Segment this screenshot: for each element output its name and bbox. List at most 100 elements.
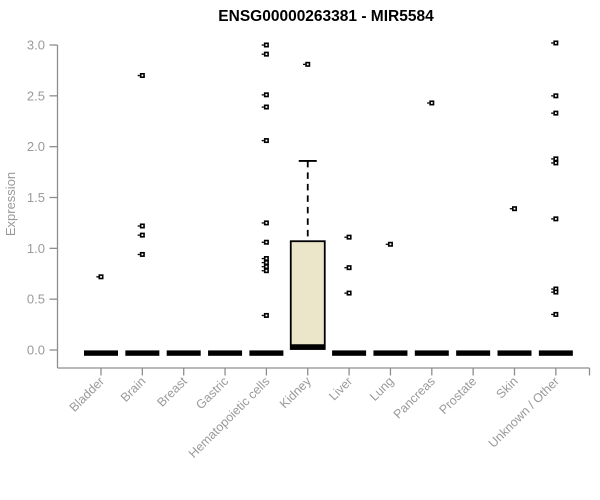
collapsed-box-median bbox=[332, 350, 367, 356]
outlier-point-pip bbox=[430, 102, 433, 104]
outlier-point-pip bbox=[554, 217, 557, 220]
outlier-point-pip bbox=[554, 42, 557, 44]
outlier-point-tick bbox=[261, 94, 264, 96]
outlier-point-pip bbox=[100, 275, 102, 278]
outlier-point-pip bbox=[513, 207, 516, 210]
outlier-point-tick bbox=[261, 44, 264, 46]
outlier-point-pip bbox=[306, 63, 309, 66]
outlier-point-tick bbox=[261, 106, 264, 108]
collapsed-box-median bbox=[414, 350, 449, 356]
outlier-point-tick bbox=[137, 74, 140, 77]
outlier-point-pip bbox=[265, 265, 268, 268]
outlier-point-pip bbox=[141, 74, 144, 77]
outlier-point-tick bbox=[137, 234, 140, 236]
outlier-point-tick bbox=[551, 313, 554, 316]
outlier-point-tick bbox=[509, 208, 512, 210]
outlier-point-tick bbox=[261, 222, 264, 224]
outlier-point-tick bbox=[551, 291, 554, 293]
outlier-point-tick bbox=[385, 243, 388, 245]
outlier-point-tick bbox=[261, 257, 264, 260]
outlier-point-tick bbox=[551, 95, 554, 97]
x-category-label: Bladder bbox=[67, 374, 107, 414]
collapsed-box-median bbox=[249, 350, 284, 356]
x-category-label: Pancreas bbox=[391, 374, 438, 421]
outlier-point-pip bbox=[265, 44, 268, 46]
outlier-point-pip bbox=[265, 139, 268, 142]
outlier-point-tick bbox=[261, 266, 264, 268]
outlier-point-pip bbox=[265, 314, 268, 317]
outlier-point-pip bbox=[265, 261, 268, 264]
collapsed-box-median bbox=[497, 350, 532, 356]
x-category-label: Lung bbox=[367, 374, 397, 404]
outlier-point-pip bbox=[554, 288, 557, 290]
collapsed-box-median bbox=[538, 350, 573, 356]
x-category-label: Gastric bbox=[193, 374, 231, 412]
outlier-point-tick bbox=[261, 139, 264, 142]
outlier-point-pip bbox=[265, 93, 268, 96]
outlier-point-tick bbox=[551, 112, 554, 114]
x-category-label: Breast bbox=[154, 374, 190, 410]
outlier-point-tick bbox=[344, 267, 347, 269]
x-category-label: Unknown / Other bbox=[486, 374, 562, 450]
outlier-point-pip bbox=[554, 94, 557, 97]
y-tick-label: 2.5 bbox=[27, 88, 45, 103]
outlier-point-pip bbox=[348, 266, 350, 269]
collapsed-box-median bbox=[208, 350, 243, 356]
outlier-point-tick bbox=[551, 158, 554, 160]
box bbox=[289, 240, 326, 350]
outlier-point-tick bbox=[96, 276, 99, 278]
outlier-point-pip bbox=[554, 313, 557, 316]
outlier-point-tick bbox=[551, 162, 554, 164]
outlier-point-tick bbox=[344, 236, 347, 238]
outlier-point-pip bbox=[554, 112, 557, 115]
outlier-point-pip bbox=[265, 241, 268, 244]
outlier-point-pip bbox=[265, 53, 268, 56]
outlier-point-tick bbox=[261, 314, 264, 317]
outlier-point-tick bbox=[551, 288, 554, 290]
outlier-point-tick bbox=[551, 42, 554, 44]
plot-area: 0.0 0.5 1.0 1.5 2.0 2.5 3.0 Bladder Brain Breast G… bbox=[27, 37, 591, 461]
outlier-point-tick bbox=[261, 241, 264, 243]
outlier-point-tick bbox=[261, 53, 264, 55]
outlier-point-pip bbox=[265, 257, 268, 260]
outlier-point-pip bbox=[141, 234, 144, 237]
outlier-point-tick bbox=[261, 270, 264, 272]
x-category-label: Kidney bbox=[277, 374, 314, 411]
chart-title: ENSG00000263381 - MIR5584 bbox=[218, 8, 434, 25]
y-tick-label: 2.0 bbox=[27, 139, 45, 154]
x-category-label: Liver bbox=[326, 374, 355, 403]
outlier-point-tick bbox=[427, 102, 430, 104]
x-category-label: Brain bbox=[118, 374, 149, 405]
collapsed-box-median bbox=[456, 350, 491, 356]
median-line bbox=[291, 344, 325, 350]
outlier-point-pip bbox=[141, 253, 144, 256]
outlier-point-pip bbox=[554, 291, 557, 293]
outlier-point-pip bbox=[348, 236, 350, 239]
x-category-label: Prostate bbox=[436, 374, 479, 417]
outlier-point-tick bbox=[137, 253, 140, 256]
outlier-point-pip bbox=[389, 243, 392, 246]
outlier-point-tick bbox=[344, 292, 347, 294]
outlier-point-tick bbox=[137, 225, 140, 227]
x-category-label: Hematopoietic cells bbox=[186, 374, 273, 461]
outlier-point-tick bbox=[261, 261, 264, 264]
y-tick-label: 0.5 bbox=[27, 292, 45, 307]
outlier-point-pip bbox=[554, 162, 557, 164]
y-tick-label: 1.0 bbox=[27, 241, 45, 256]
collapsed-box-median bbox=[125, 350, 160, 356]
outlier-point-pip bbox=[265, 222, 268, 224]
outlier-point-pip bbox=[265, 106, 268, 108]
collapsed-box-median bbox=[373, 350, 408, 356]
outlier-point-pip bbox=[141, 225, 144, 227]
y-axis-title: Expression bbox=[3, 172, 18, 236]
outlier-point-tick bbox=[551, 218, 554, 220]
outlier-point-pip bbox=[554, 157, 557, 160]
outlier-point-pip bbox=[265, 269, 268, 272]
x-category-label: Skin bbox=[494, 374, 521, 401]
outlier-point-tick bbox=[303, 63, 306, 66]
collapsed-box-median bbox=[166, 350, 201, 356]
y-tick-label: 3.0 bbox=[27, 37, 45, 52]
collapsed-box-median bbox=[84, 350, 118, 356]
y-tick-label: 1.5 bbox=[27, 190, 45, 205]
